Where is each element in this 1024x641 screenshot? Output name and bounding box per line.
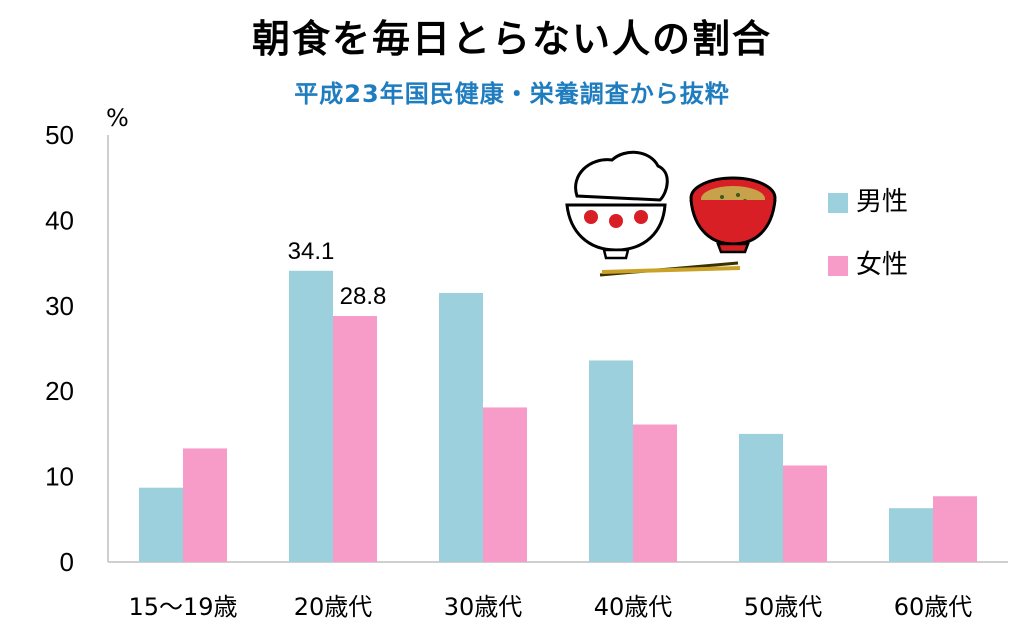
y-tick-label: 40	[45, 205, 74, 235]
x-tick-label: 20歳代	[294, 593, 373, 621]
data-label: 28.8	[340, 283, 387, 310]
y-tick-label: 30	[45, 291, 74, 321]
chart-legend: 男性 女性	[828, 187, 908, 280]
x-tick-label: 50歳代	[744, 593, 823, 621]
x-tick-label: 40歳代	[594, 593, 673, 621]
bar-male	[439, 292, 483, 562]
y-tick-label: 0	[60, 547, 74, 577]
bar-male	[739, 433, 783, 562]
chart-axes	[107, 135, 1008, 563]
bar-male	[889, 508, 933, 562]
bar-female	[183, 448, 227, 562]
x-tick-label: 60歳代	[894, 593, 973, 621]
bar-female	[933, 496, 977, 562]
chopsticks-icon	[599, 261, 741, 277]
bar-female	[483, 407, 527, 562]
data-label: 34.1	[288, 238, 335, 265]
x-tick-label: 30歳代	[444, 593, 523, 621]
rice-bowl-icon	[565, 150, 669, 260]
y-tick-label: 10	[45, 462, 74, 492]
legend-swatch-female	[828, 256, 848, 276]
legend-label-female: 女性	[856, 250, 908, 280]
chart-labels: 0 10 20 30 40 50% 15〜19歳 20歳代 30歳代 40歳代 50歳代 60歳代 34…	[45, 104, 972, 621]
chart-title: 朝食を毎日とらない人の割合	[251, 17, 772, 61]
breakfast-illustration	[565, 150, 777, 277]
chart-subtitle: 平成23年国民健康・栄養調査から抜粋	[294, 80, 730, 108]
bar-male	[139, 487, 183, 562]
x-tick-label: 15〜19歳	[128, 593, 237, 621]
y-axis-unit: %	[106, 104, 129, 132]
bar-female	[333, 316, 377, 562]
bar-female	[783, 465, 827, 562]
bar-female	[633, 424, 677, 562]
chart-bars	[139, 270, 977, 562]
y-tick-label: 50	[45, 120, 74, 150]
miso-soup-bowl-icon	[689, 176, 777, 254]
legend-swatch-male	[828, 193, 848, 213]
bar-male	[289, 270, 333, 562]
y-tick-label: 20	[45, 376, 74, 406]
legend-label-male: 男性	[856, 187, 908, 217]
bar-male	[589, 360, 633, 562]
